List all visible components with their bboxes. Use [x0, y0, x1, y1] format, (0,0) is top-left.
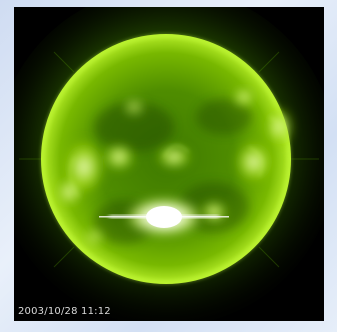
sun-svg — [14, 7, 324, 321]
solar-flare-image: 2003/10/28 11:12 — [14, 7, 324, 321]
image-timestamp: 2003/10/28 11:12 — [18, 307, 111, 317]
